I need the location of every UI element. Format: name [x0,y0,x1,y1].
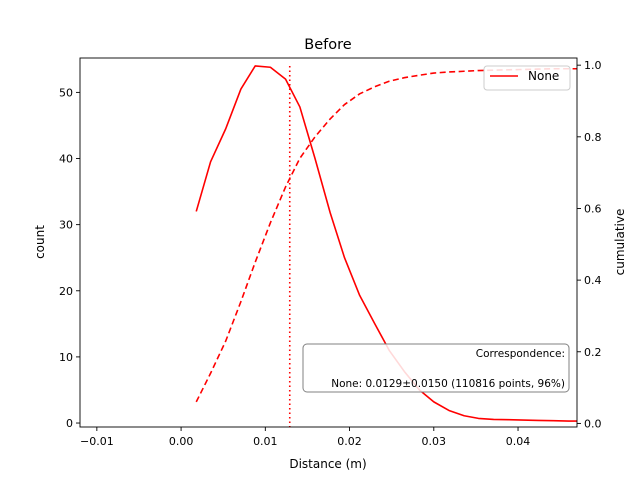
axes-frame [79,57,578,428]
y2-tick-label: 0.0 [584,417,602,430]
y-tick-label: 50 [59,86,73,99]
legend-box [483,65,571,91]
axes-layer: −0.01 0.00 0.01 0.02 0.03 0.04 0 10 20 30 40 50 0.0 0… [59,57,602,448]
y-tick-label: 30 [59,219,73,232]
x-tick-label: −0.01 [80,435,114,448]
y2-tick-label: 0.2 [584,346,602,359]
annotation-title: Correspondence: [476,348,565,360]
legend-label: None [528,69,559,83]
y-tick-label: 20 [59,285,73,298]
x-tick-label: 0.01 [253,435,278,448]
chart-title: Before [304,37,351,53]
annotation-frame [302,343,570,393]
legend: None [483,65,571,91]
y-tick-label: 40 [59,153,73,166]
x-tick-label: 0.02 [337,435,362,448]
y-axis-label: count [33,225,47,259]
y-tick-label: 0 [66,417,73,430]
x-axis-label: Distance (m) [289,457,366,471]
y2-tick-label: 0.6 [584,202,602,215]
y2-tick-label: 1.0 [584,59,602,72]
x-tick-label: 0.00 [169,435,194,448]
annotation-box: Correspondence: None: 0.0129±0.0150 (1108… [302,343,570,393]
annotation-stats: None: 0.0129±0.0150 (110816 points, 96%) [331,378,565,390]
x-tick-label: 0.03 [422,435,447,448]
x-tick-label: 0.04 [506,435,531,448]
y2-tick-label: 0.8 [584,131,602,144]
y-tick-label: 10 [59,351,73,364]
y2-axis-label: cumulative [613,209,627,276]
y2-tick-label: 0.4 [584,274,602,287]
